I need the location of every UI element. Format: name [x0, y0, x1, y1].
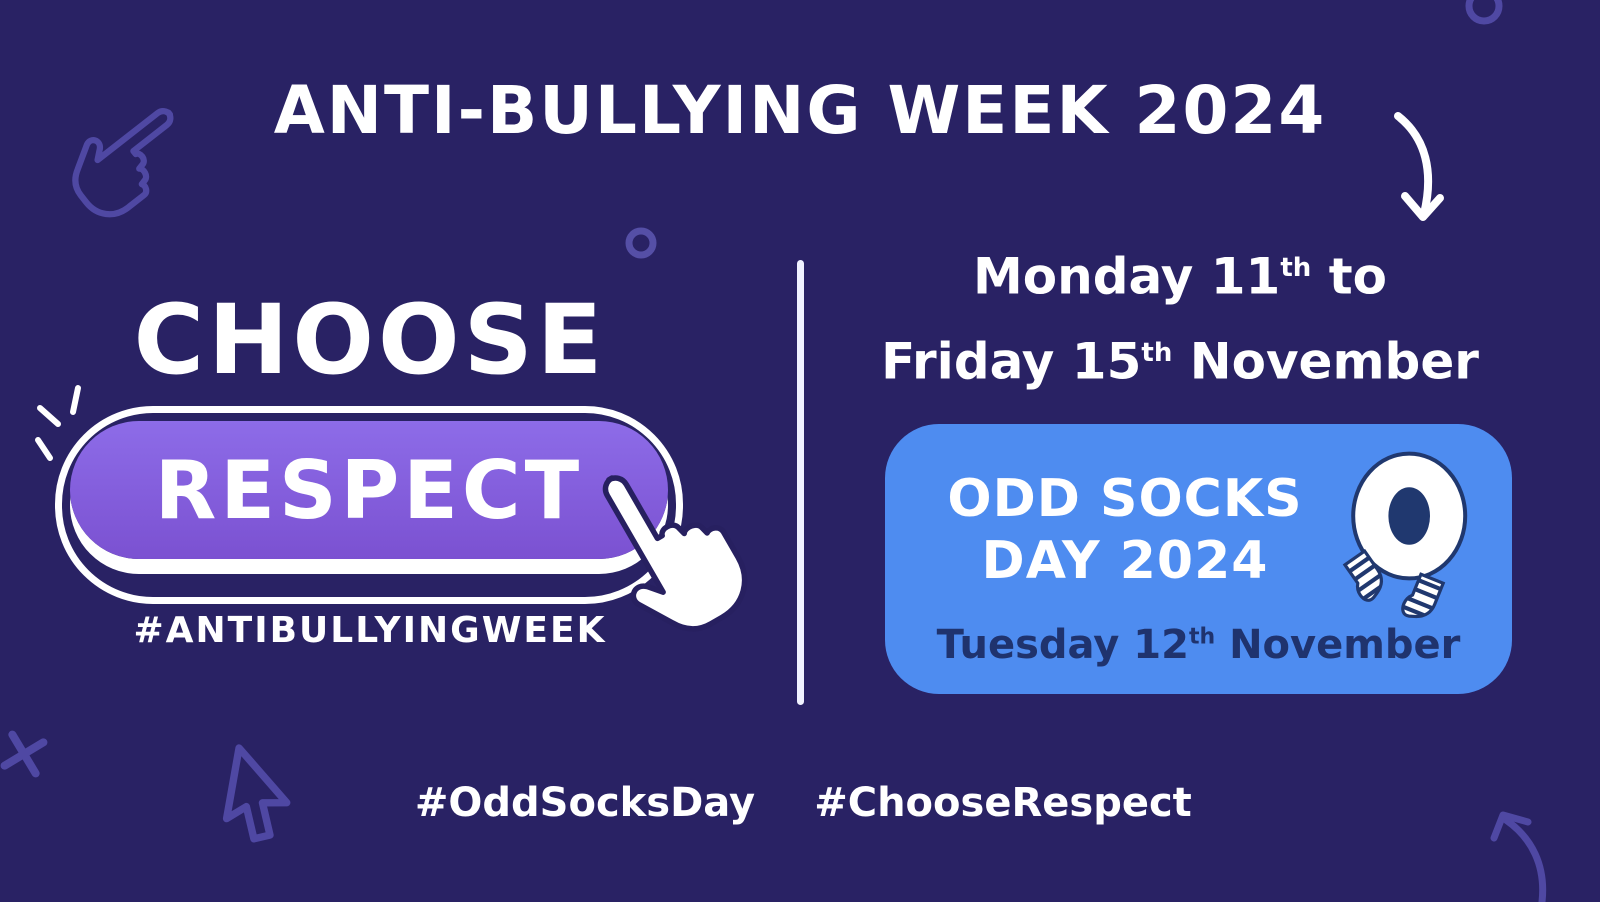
- pointer-hand-outline-icon: [28, 62, 218, 251]
- vertical-divider: [797, 260, 804, 705]
- odd-socks-card-date: Tuesday 12th November: [936, 622, 1461, 668]
- odd-socks-day-card: ODD SOCKS DAY 2024 T: [885, 424, 1512, 694]
- circle-ring-icon: [624, 226, 658, 260]
- respect-button-label: RESPECT: [70, 421, 668, 559]
- click-sparkle-icon: [22, 378, 94, 470]
- odd-socks-card-title: ODD SOCKS DAY 2024: [925, 468, 1325, 592]
- chooserespect-hashtag: #ChooseRespect: [814, 780, 1192, 826]
- cursor-arrow-icon: [214, 742, 306, 854]
- choose-heading: CHOOSE: [133, 284, 607, 396]
- cross-x-icon: [0, 725, 53, 783]
- circle-ring-top-icon: [1462, 0, 1506, 28]
- page-title: ANTI-BULLYING WEEK 2024: [273, 72, 1327, 149]
- week-date-range: Monday 11th to Friday 15th November: [855, 230, 1505, 399]
- odd-socks-title-line1: ODD SOCKS: [947, 469, 1303, 529]
- date-line-1: Monday 11th to: [973, 247, 1387, 306]
- curved-arrow-up-icon: [1486, 802, 1576, 902]
- hand-cursor-icon: [540, 424, 785, 684]
- odd-socks-title-line2: DAY 2024: [981, 531, 1269, 591]
- date-line-2: Friday 15th November: [881, 332, 1479, 391]
- odd-socks-o-logo: [1326, 451, 1486, 628]
- oddsocksday-hashtag: #OddSocksDay: [414, 780, 756, 826]
- respect-button[interactable]: RESPECT: [55, 406, 683, 604]
- antibullyingweek-hashtag: #ANTIBULLYINGWEEK: [133, 610, 607, 651]
- curved-arrow-down-icon: [1392, 110, 1462, 245]
